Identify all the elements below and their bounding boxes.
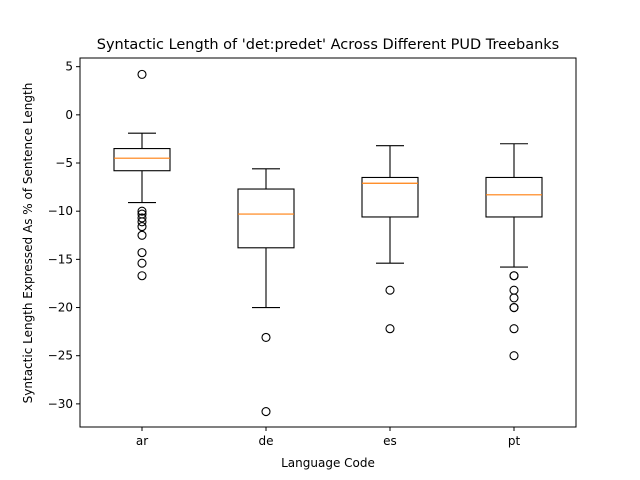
box-iqr [237,188,295,249]
outlier-point [509,351,519,361]
outlier-point [509,271,519,281]
x-tick-label: es [383,434,397,448]
y-tick-label: −15 [48,252,73,266]
box-iqr [485,176,543,218]
outlier-point [137,271,147,281]
y-tick-label: −20 [48,301,73,315]
plot-area [79,57,577,428]
outlier-point [261,332,271,342]
y-tick-label: −30 [48,397,73,411]
box-group-es [361,145,419,334]
box-iqr [361,176,419,218]
y-axis: 5 0 −5 −10 −15 −20 −25 −30 [48,60,80,411]
outlier-point [137,248,147,258]
y-axis-label: Syntactic Length Expressed As % of Sente… [21,83,35,404]
y-tick-label: −25 [48,349,73,363]
outlier-point [261,407,271,417]
box-group-pt [485,143,543,361]
outlier-point [385,285,395,295]
x-tick-label: ar [136,434,148,448]
outlier-point [137,222,147,232]
box-iqr [113,148,171,172]
y-tick-label: −5 [55,156,73,170]
outlier-point [137,258,147,268]
outlier-point [509,302,519,313]
outlier-point [509,324,519,334]
outlier-point [137,217,147,227]
x-tick-label: de [259,434,274,448]
y-tick-label: 5 [65,60,73,74]
outlier-point [385,324,395,334]
y-tick-label: −10 [48,204,73,218]
box-group-de [237,168,295,417]
box-group-ar [113,69,171,281]
chart-title: Syntactic Length of 'det:predet' Across … [97,37,559,53]
outlier-point [137,213,147,223]
outlier-point [137,206,147,216]
outlier-point [137,230,147,240]
x-axis: ar de es pt [136,427,521,448]
y-tick-label: 0 [65,108,73,122]
outlier-point [509,285,519,295]
x-axis-label: Language Code [281,456,375,470]
plot-frame [79,57,577,428]
outlier-point [509,293,519,303]
x-tick-label: pt [508,434,521,448]
outlier-point [137,69,147,79]
